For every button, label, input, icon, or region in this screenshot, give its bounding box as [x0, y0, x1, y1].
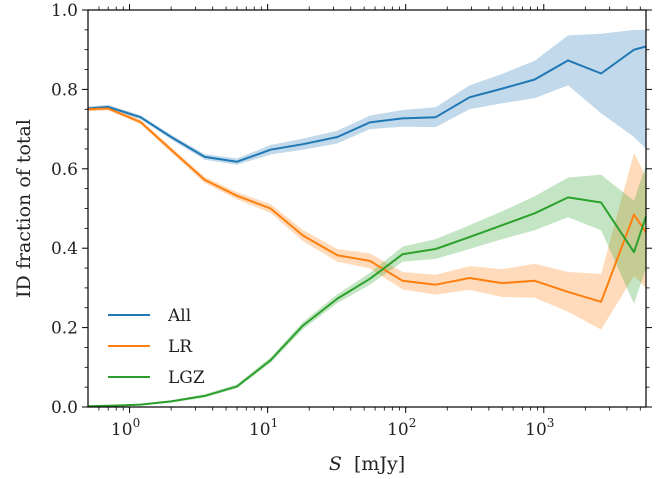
- x-axis-label-unit: [mJy]: [354, 453, 405, 475]
- y-tick-label: 0.2: [51, 319, 78, 339]
- legend: All LR LGZ: [108, 306, 205, 388]
- legend-label-lr: LR: [168, 337, 193, 357]
- band-all: [88, 29, 646, 165]
- y-tick-label: 0.8: [51, 80, 78, 100]
- legend-entry-lgz: LGZ: [108, 368, 205, 388]
- band-lgz: [88, 164, 646, 407]
- y-tick-label: 1.0: [51, 1, 78, 21]
- x-tick-label: 103: [525, 416, 554, 440]
- axis-ticks: [82, 4, 652, 413]
- legend-label-lgz: LGZ: [168, 368, 205, 388]
- legend-entry-all: All: [108, 306, 191, 326]
- x-tick-label: 102: [387, 416, 416, 440]
- y-axis-label: ID fraction of total: [13, 119, 35, 298]
- y-tick-label: 0.6: [51, 160, 78, 180]
- x-tick-label: 101: [249, 416, 278, 440]
- legend-label-all: All: [167, 306, 191, 326]
- line-lr: [87, 107, 647, 303]
- x-axis-label: S [mJy]: [329, 453, 405, 475]
- legend-entry-lr: LR: [108, 337, 193, 357]
- y-tick-label: 0.0: [51, 398, 78, 418]
- series-lines: [87, 45, 647, 408]
- y-tick-label: 0.4: [51, 239, 78, 259]
- line-lgz: [87, 196, 647, 408]
- line-all: [87, 45, 647, 163]
- band-lr: [88, 106, 646, 330]
- confidence-bands: [88, 29, 646, 407]
- x-tick-label: 100: [111, 416, 140, 440]
- axis-tick-labels: 100 101 102 103 0.0 0.2 0.4 0.6 0.8 1.0: [51, 1, 554, 440]
- x-axis-label-var: S: [329, 453, 342, 475]
